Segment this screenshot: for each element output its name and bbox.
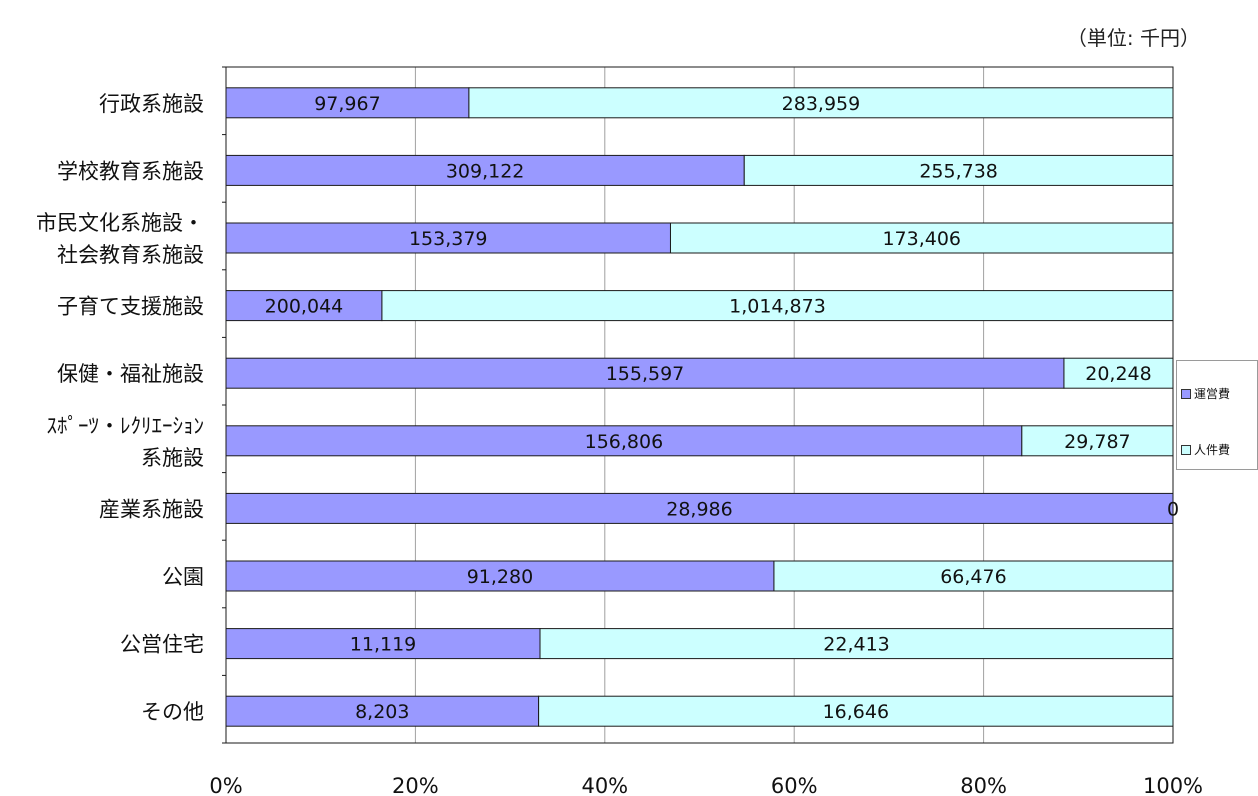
legend-swatch-operating [1181,389,1191,399]
data-label-operating: 309,122 [446,160,525,182]
legend-label-operating: 運営費 [1194,385,1230,402]
data-label-personnel: 255,738 [919,160,998,182]
category-label: 産業系施設 [99,497,204,521]
category-label: 市民文化系施設・ [36,211,204,235]
category-label: ｽﾎﾟｰﾂ・ﾚｸﾘｴｰｼｮﾝ [47,414,205,438]
category-label: 社会教育系施設 [57,243,204,267]
x-tick-label: 40% [581,774,628,796]
data-label-operating: 91,280 [467,566,533,588]
x-tick-label: 80% [960,774,1007,796]
data-label-operating: 156,806 [585,431,664,453]
data-label-personnel: 29,787 [1064,431,1130,453]
x-tick-label: 60% [771,774,818,796]
legend-swatch-personnel [1181,445,1191,455]
data-label-operating: 28,986 [666,498,732,520]
data-label-personnel: 173,406 [882,228,961,250]
x-tick-label: 100% [1143,774,1203,796]
data-label-personnel: 22,413 [823,634,889,656]
category-label: 系施設 [141,446,204,470]
x-tick-label: 0% [209,774,242,796]
category-label: 学校教育系施設 [57,159,204,183]
x-tick-label: 20% [392,774,439,796]
data-label-operating: 153,379 [409,228,488,250]
data-label-operating: 155,597 [606,363,685,385]
data-label-personnel: 16,646 [823,701,889,723]
legend-item-operating: 運営費 [1181,385,1230,402]
category-label: 公園 [162,565,204,589]
data-label-operating: 11,119 [350,634,416,656]
legend-item-personnel: 人件費 [1181,441,1230,458]
data-label-personnel: 1,014,873 [729,296,826,318]
data-label-operating: 8,203 [355,701,409,723]
category-label: その他 [141,700,204,724]
data-label-personnel: 283,959 [782,93,861,115]
legend-label-personnel: 人件費 [1194,441,1230,458]
data-label-operating: 97,967 [314,93,380,115]
data-label-operating: 200,044 [265,296,344,318]
category-label: 子育て支援施設 [57,295,204,319]
data-label-personnel: 20,248 [1085,363,1151,385]
category-label: 保健・福祉施設 [57,362,204,386]
data-label-personnel: 66,476 [940,566,1006,588]
category-label: 行政系施設 [99,92,204,116]
legend: 運営費 人件費 [1176,360,1258,470]
category-label: 公営住宅 [120,633,204,657]
